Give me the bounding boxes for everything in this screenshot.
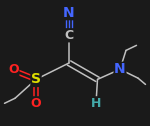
Text: C: C <box>64 29 74 42</box>
Text: O: O <box>31 97 41 110</box>
Text: N: N <box>63 6 75 20</box>
Text: H: H <box>91 97 101 110</box>
Text: O: O <box>8 63 19 76</box>
Text: N: N <box>114 62 126 76</box>
Text: S: S <box>31 72 41 86</box>
